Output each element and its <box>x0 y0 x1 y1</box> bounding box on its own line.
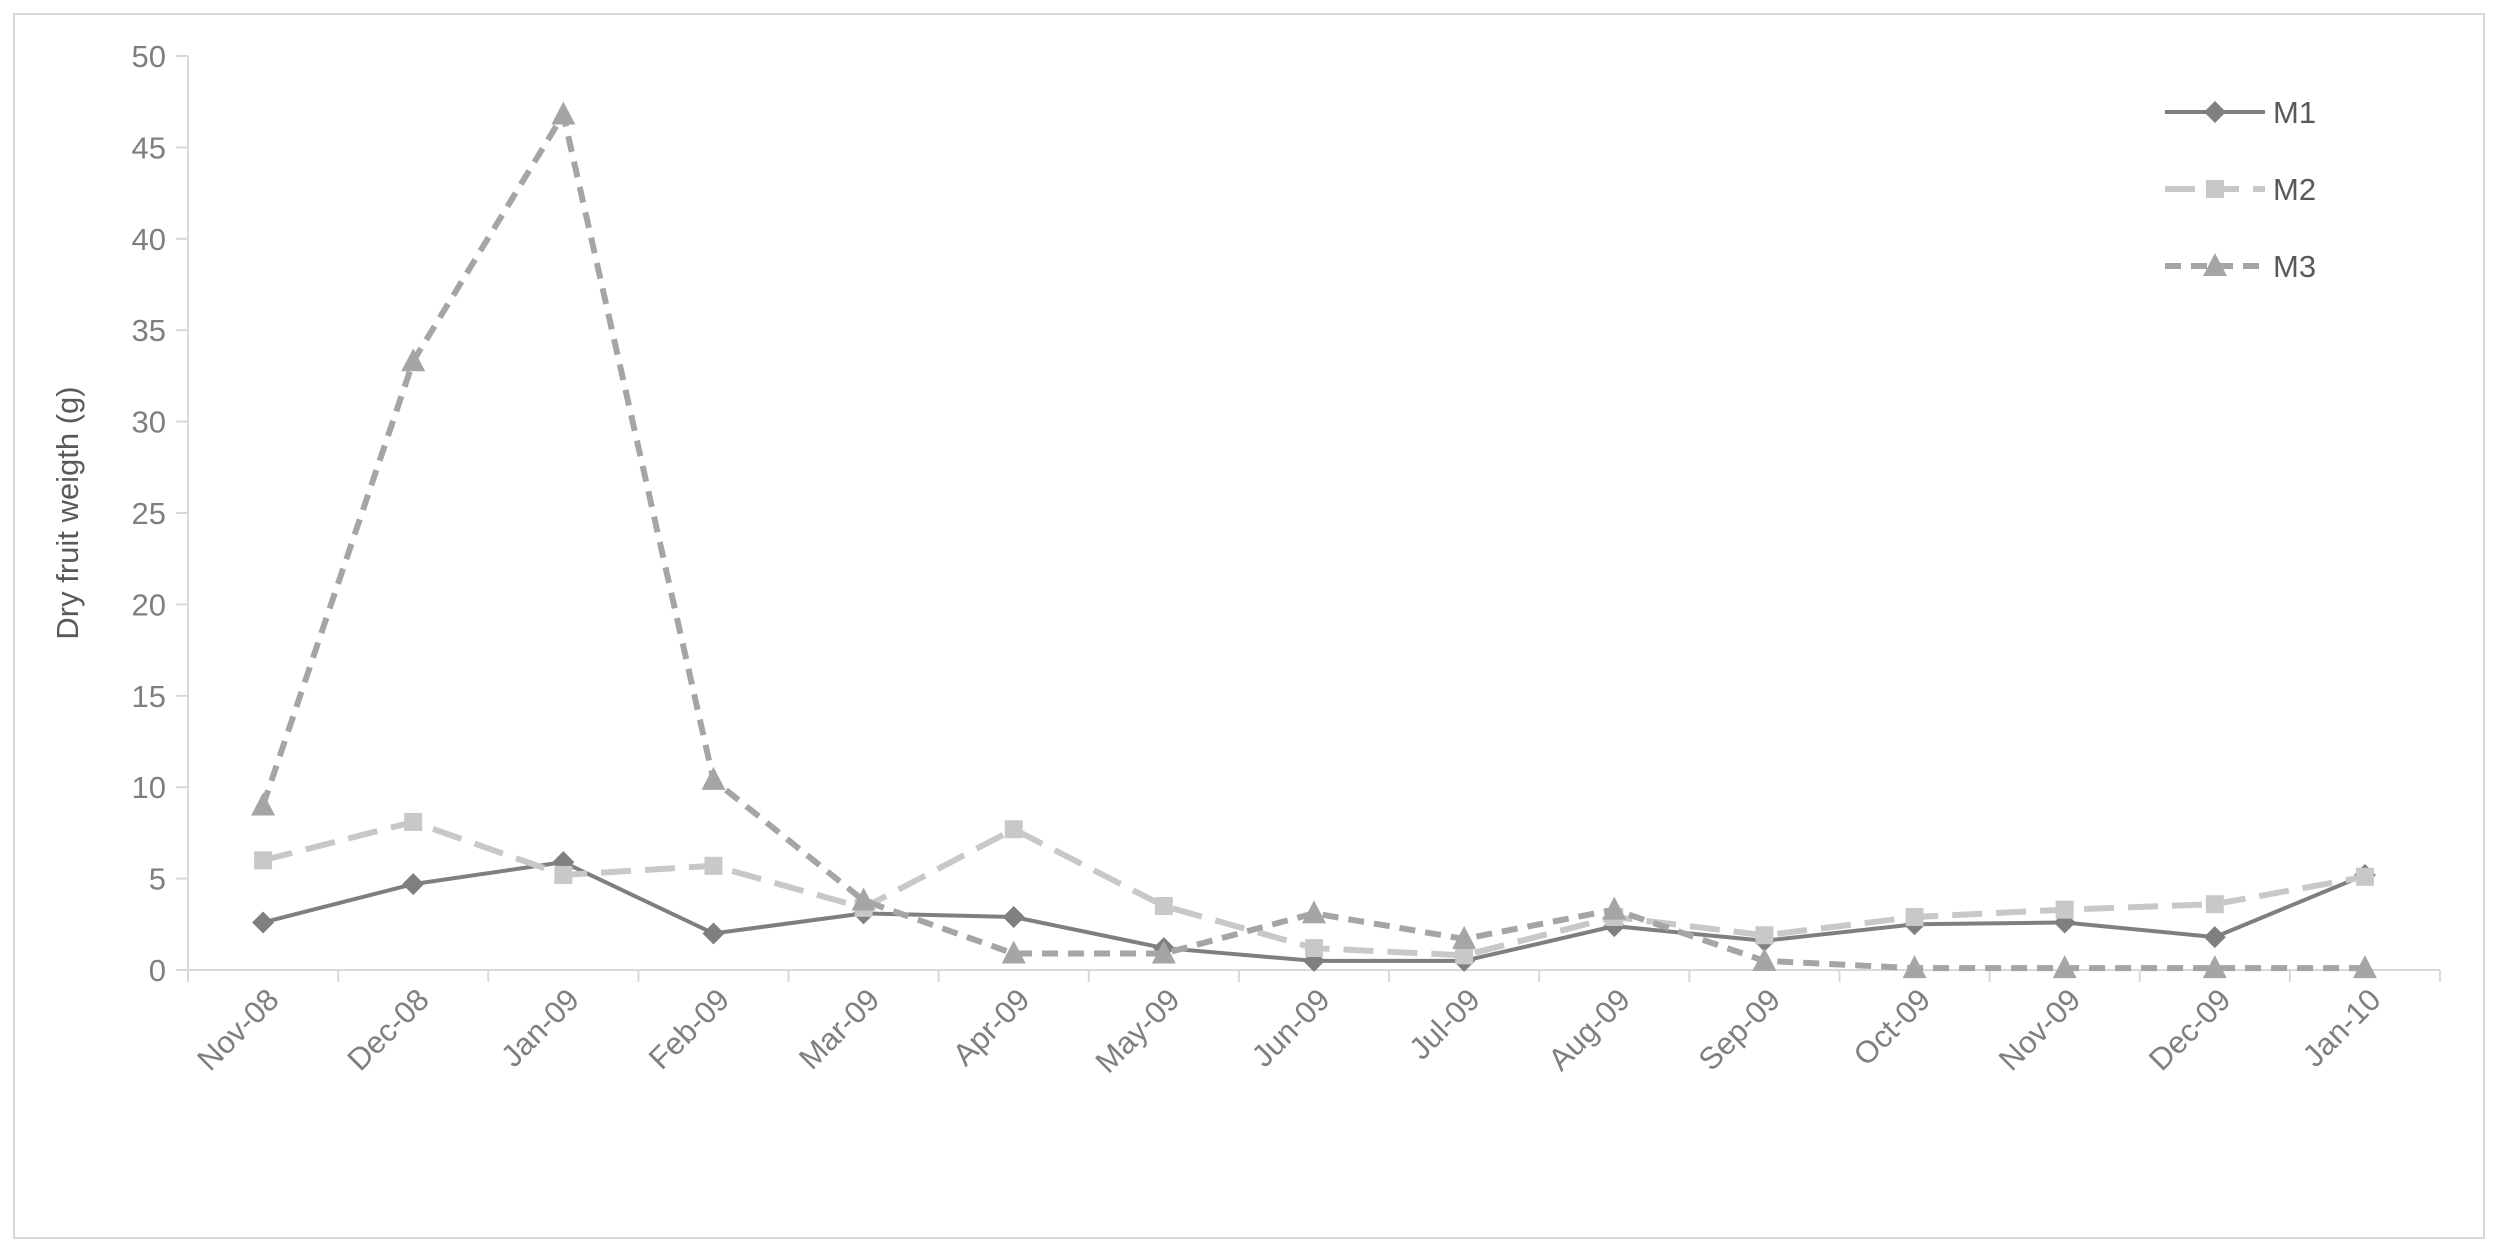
data-point-m3 <box>1001 940 1026 964</box>
data-point-m2 <box>254 851 273 870</box>
data-point-m3 <box>401 348 426 372</box>
data-point-m3 <box>701 766 726 790</box>
y-tick-label: 5 <box>149 862 166 897</box>
data-point-m3 <box>1602 896 1627 920</box>
data-point-m3 <box>1452 925 1477 949</box>
data-point-m2 <box>1455 946 1474 965</box>
data-point-m1 <box>702 922 725 945</box>
legend-item-m3: M3 <box>2165 249 2316 284</box>
data-point-m2 <box>1004 820 1023 839</box>
series-line-m2 <box>262 818 2366 959</box>
y-tick-label: 25 <box>132 496 166 531</box>
y-tick-label: 10 <box>132 770 166 805</box>
x-tick-label: Dec-09 <box>2142 982 2237 1077</box>
legend-marker <box>2206 180 2224 198</box>
data-point-m2 <box>2055 900 2074 919</box>
legend-marker <box>2204 101 2226 123</box>
x-tick-label: Jul-09 <box>1402 982 1486 1066</box>
x-tick-label: Apr-09 <box>946 982 1037 1073</box>
y-tick-label: 40 <box>132 222 166 257</box>
y-tick-label: 15 <box>132 679 166 714</box>
legend-label: M1 <box>2273 95 2316 130</box>
data-point-m2 <box>1755 926 1774 945</box>
y-tick-label: 30 <box>132 405 166 440</box>
data-point-m1 <box>1002 905 1025 928</box>
data-point-m1 <box>252 911 275 934</box>
data-point-m2 <box>554 865 573 884</box>
x-tick-label: Jun-09 <box>1245 982 1337 1074</box>
x-tick-label: Nov-08 <box>190 982 285 1077</box>
x-tick-label: Sep-09 <box>1692 982 1787 1077</box>
legend-label: M3 <box>2273 249 2316 284</box>
data-point-m1 <box>402 873 425 896</box>
data-point-m2 <box>2205 895 2224 914</box>
series-line-m3 <box>260 111 2365 972</box>
x-tick-label: Mar-09 <box>792 982 886 1076</box>
data-point-m3 <box>1302 900 1326 924</box>
data-point-m3 <box>2352 955 2377 979</box>
data-point-m2 <box>1905 907 1924 926</box>
series-m3 <box>251 101 2377 979</box>
legend-marker <box>2203 253 2227 276</box>
series-layer <box>251 101 2377 979</box>
data-point-m2 <box>404 812 423 831</box>
y-tick-label: 35 <box>132 313 166 348</box>
data-point-m3 <box>851 887 876 911</box>
series-m2 <box>254 812 2374 965</box>
data-point-m3 <box>2052 955 2077 979</box>
legend-label: M2 <box>2273 172 2316 207</box>
data-point-m2 <box>1305 939 1323 958</box>
x-tick-label: Oct-09 <box>1847 982 1938 1073</box>
legend-item-m1: M1 <box>2165 95 2316 130</box>
data-point-m3 <box>1151 940 1176 964</box>
data-point-m2 <box>2355 867 2374 886</box>
x-tick-label: Nov-09 <box>1992 982 2087 1077</box>
y-tick-label: 50 <box>132 39 166 74</box>
y-tick-label: 45 <box>132 130 166 165</box>
data-point-m2 <box>704 856 723 875</box>
data-point-m2 <box>1154 897 1173 916</box>
x-tick-label: Feb-09 <box>642 982 736 1076</box>
x-tick-label: May-09 <box>1089 982 1187 1080</box>
data-point-m3 <box>1752 947 1777 971</box>
data-point-m3 <box>251 792 276 816</box>
data-point-m1 <box>2203 926 2226 949</box>
y-tick-label: 20 <box>132 587 166 622</box>
data-point-m3 <box>2202 955 2227 979</box>
x-tick-label: Dec-08 <box>340 982 435 1077</box>
data-point-m3 <box>551 101 576 125</box>
y-axis-title: Dry fruit weigth (g) <box>50 386 85 639</box>
x-tick-label: Aug-09 <box>1541 982 1636 1077</box>
legend: M1 M2 M3 <box>2165 95 2316 284</box>
y-tick-label: 0 <box>149 953 166 988</box>
x-tick-label: Jan-10 <box>2296 982 2388 1074</box>
data-point-m3 <box>1902 955 1927 979</box>
legend-item-m2: M2 <box>2165 172 2316 207</box>
x-tick-label: Jan-09 <box>494 982 586 1074</box>
chart-frame <box>13 13 2485 1239</box>
